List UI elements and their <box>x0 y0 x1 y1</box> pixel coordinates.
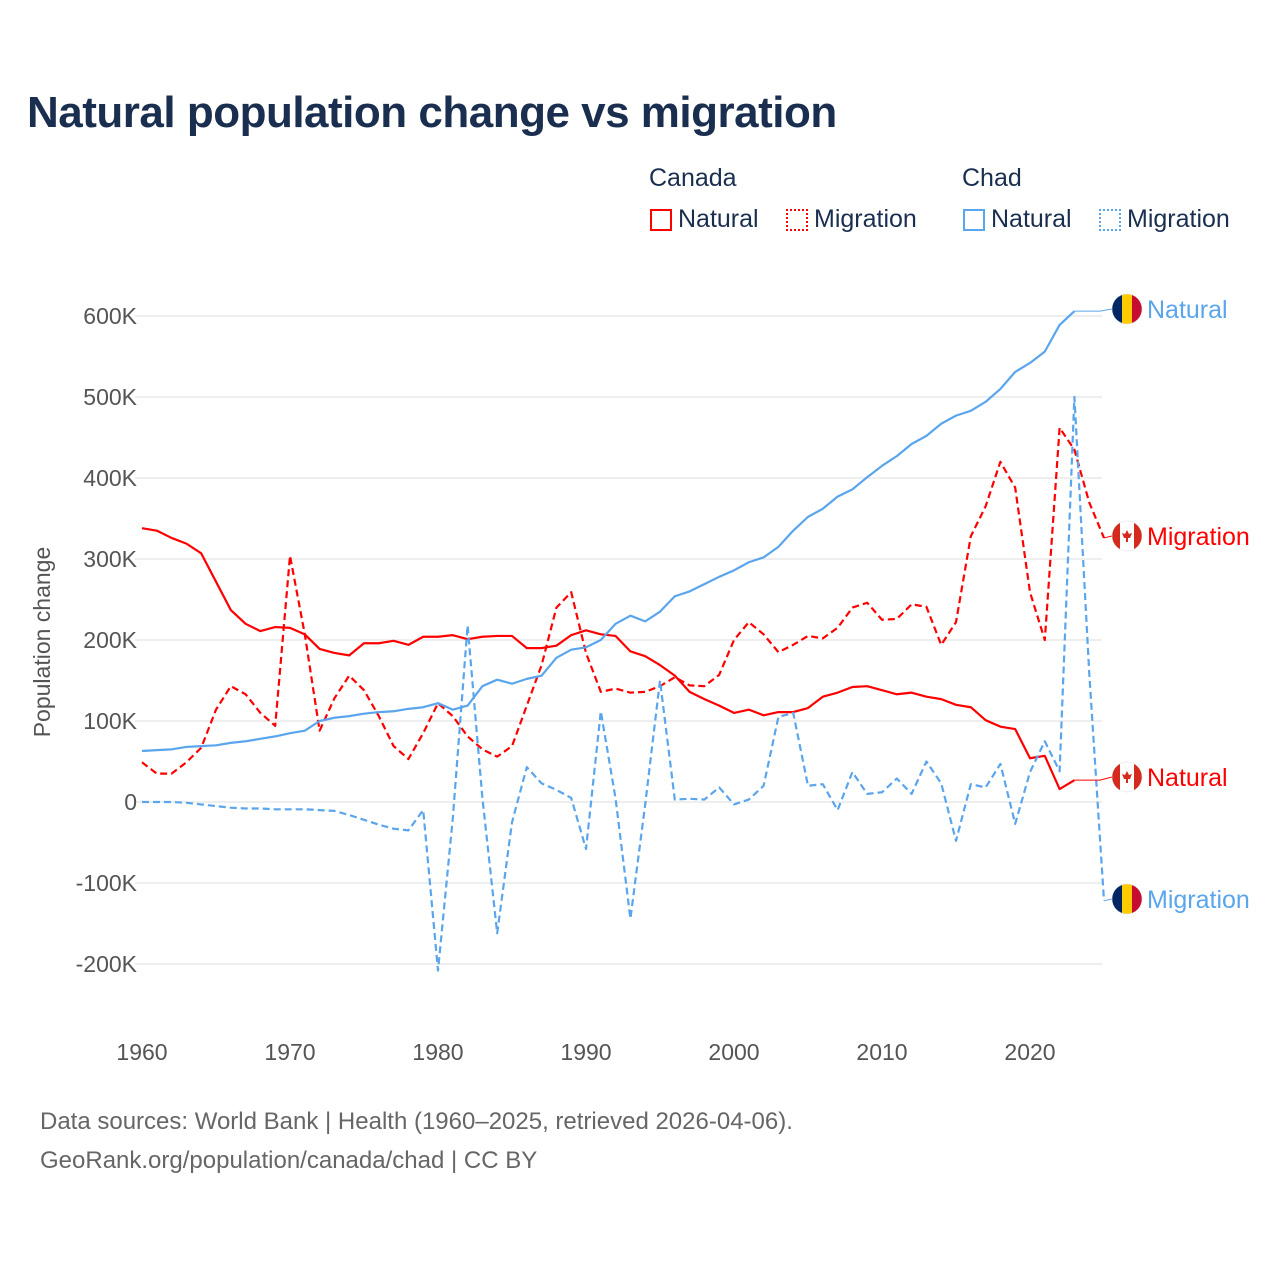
label-connector <box>1103 535 1113 539</box>
label-connector <box>1074 308 1113 312</box>
footer-url[interactable]: GeoRank.org/population/canada/chad | CC … <box>40 1147 538 1174</box>
footer-sources: Data sources: World Bank | Health (1960–… <box>40 1108 793 1135</box>
label-connector <box>1074 776 1113 781</box>
y-tick-label: 300K <box>83 546 137 572</box>
label-connector <box>1103 898 1113 902</box>
legend-canada-migration[interactable]: Migration <box>786 205 917 234</box>
series-line-canada-natural <box>141 527 1075 791</box>
legend-swatch-dotted <box>786 208 808 231</box>
series-end-label: Migration <box>1147 886 1250 914</box>
legend-chad-natural[interactable]: Natural <box>963 205 1072 234</box>
legend-chad-migration[interactable]: Migration <box>1099 205 1230 234</box>
x-tick-label: 1990 <box>560 1039 611 1065</box>
legend-swatch-solid <box>650 208 672 231</box>
legend-label: Natural <box>991 205 1072 233</box>
legend-label: Natural <box>678 205 759 233</box>
y-tick-label: 400K <box>83 465 137 491</box>
y-tick-label: 200K <box>83 627 137 653</box>
series-line-chad-natural <box>141 310 1076 753</box>
chart-title: Natural population change vs migration <box>27 88 837 137</box>
series-end-label: Natural <box>1147 764 1228 792</box>
legend-canada-natural[interactable]: Natural <box>650 205 759 234</box>
legend-label: Migration <box>1127 205 1230 233</box>
series-line-canada-migration <box>141 426 1106 775</box>
y-tick-label: -200K <box>76 951 138 977</box>
y-tick-label: 0 <box>124 789 137 815</box>
series-end-label: Migration <box>1147 523 1250 551</box>
series-end-label: Natural <box>1147 296 1228 324</box>
chad-flag-icon <box>1111 293 1143 325</box>
x-tick-label: 1970 <box>264 1039 315 1065</box>
series-line-chad-migration <box>142 395 1106 972</box>
y-axis-label: Population change <box>29 547 55 738</box>
legend-group-canada: Canada <box>649 164 737 192</box>
x-tick-label: 2000 <box>708 1039 759 1065</box>
x-tick-label: 2020 <box>1004 1039 1055 1065</box>
y-tick-label: 600K <box>83 303 137 329</box>
legend-swatch-solid <box>963 208 985 231</box>
y-tick-label: -100K <box>76 870 138 896</box>
x-tick-label: 1960 <box>116 1039 167 1065</box>
x-tick-label: 1980 <box>412 1039 463 1065</box>
canada-flag-icon <box>1111 520 1143 552</box>
legend-label: Migration <box>814 205 917 233</box>
legend-swatch-dotted <box>1099 208 1121 231</box>
legend-group-chad: Chad <box>962 164 1022 192</box>
chad-flag-icon <box>1111 883 1143 915</box>
x-tick-label: 2010 <box>856 1039 907 1065</box>
y-tick-label: 100K <box>83 708 137 734</box>
canada-flag-icon <box>1111 761 1143 793</box>
y-tick-label: 500K <box>83 384 137 410</box>
